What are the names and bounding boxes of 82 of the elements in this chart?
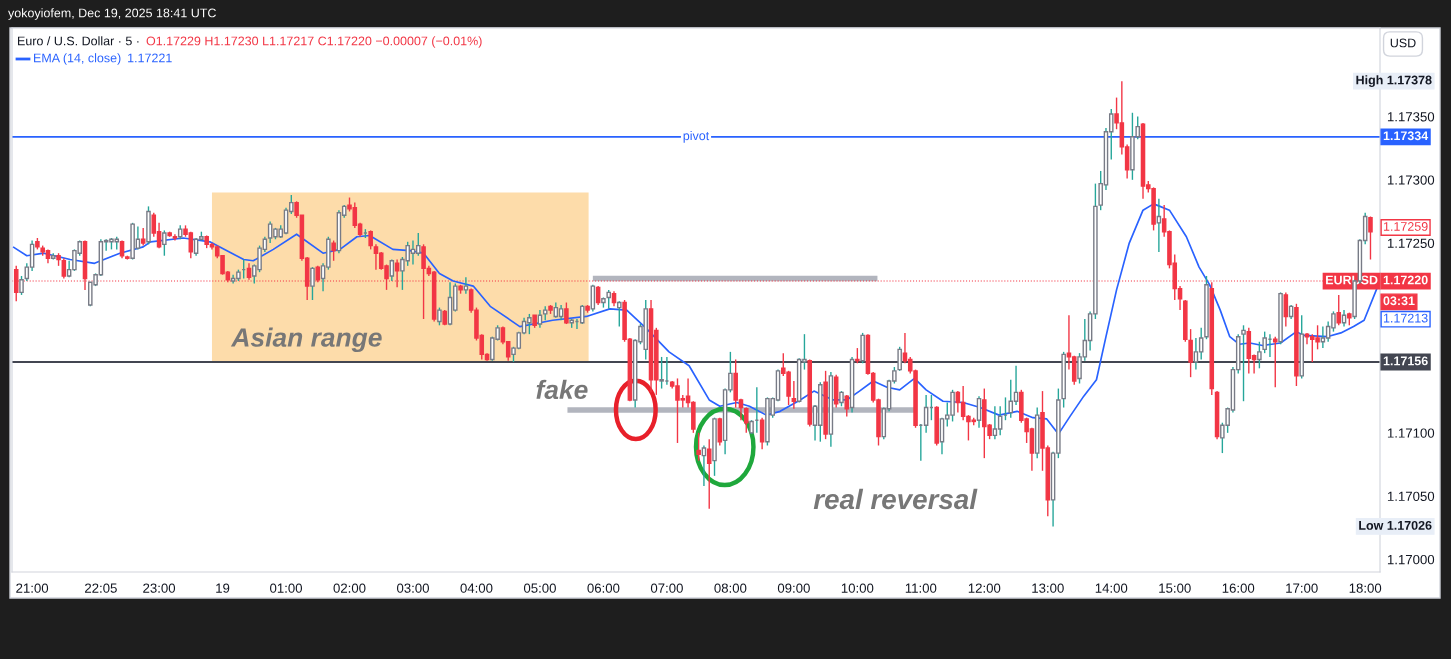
- x-tick-label: 08:00: [714, 583, 747, 593]
- x-tick-label: 13:00: [1032, 583, 1064, 593]
- x-tick-label: 16:00: [1222, 583, 1255, 593]
- candlestick: [992, 405, 998, 440]
- y-tick-label: 1.17300: [1387, 175, 1435, 185]
- x-tick-label: 04:00: [460, 583, 493, 593]
- annotation: fake: [536, 379, 588, 400]
- text: Euro / U.S. Dollar · 5 ·: [18, 36, 139, 46]
- candlestick: [19, 275, 24, 296]
- candlestick: [1193, 337, 1199, 371]
- x-tick-label: 07:00: [650, 583, 683, 593]
- text: yokoyiofem, Dec 19, 2025 18:41 UTC: [8, 8, 216, 20]
- y-tick-label: 1.17050: [1387, 491, 1435, 501]
- legend-label: EMA (14, close): [34, 53, 121, 65]
- candlestick: [701, 444, 707, 487]
- x-tick-label: 02:00: [333, 583, 366, 593]
- candlestick: [1188, 328, 1193, 378]
- candlestick: [617, 300, 622, 328]
- x-tick-label: 06:00: [587, 583, 620, 593]
- x-tick-label: 15:00: [1159, 583, 1191, 593]
- x-tick-label: 14:00: [1095, 583, 1128, 593]
- candlestick: [606, 289, 611, 310]
- x-tick-label: 05:00: [523, 583, 556, 593]
- candlestick: [331, 239, 336, 262]
- y-tick-label: 1.17250: [1387, 238, 1435, 248]
- y-tick-label: 1.17100: [1387, 428, 1435, 438]
- x-tick-label: 01:00: [270, 583, 303, 593]
- text: 1.17156: [1383, 356, 1428, 366]
- candlestick: [1257, 341, 1262, 370]
- candlestick: [696, 432, 701, 462]
- x-tick-label: 18:00: [1349, 583, 1382, 593]
- candlestick: [791, 380, 797, 410]
- x-tick-label: 19: [216, 583, 230, 593]
- candlestick: [1336, 294, 1342, 326]
- text: 1.17259: [1383, 222, 1428, 231]
- candlestick: [140, 227, 146, 247]
- candlestick: [310, 266, 315, 301]
- candlestick: [590, 284, 596, 313]
- x-tick-label: 10:00: [841, 583, 874, 593]
- x-tick-label: 21:00: [16, 583, 49, 593]
- candlestick: [1368, 215, 1373, 261]
- candlestick: [1241, 324, 1246, 402]
- candlestick: [659, 356, 664, 390]
- candlestick: [997, 405, 1003, 437]
- annotation: 1.17221: [128, 53, 172, 63]
- annotation: O1.17229 H1.17230 L1.17217 C1.17220 −0.00007 (−0.01%): [146, 36, 482, 48]
- x-tick-label: 09:00: [777, 583, 810, 593]
- text: USD: [1390, 38, 1416, 48]
- candlestick: [564, 301, 569, 325]
- annotation: Asian range: [230, 327, 382, 353]
- candlestick: [743, 406, 749, 434]
- x-tick-label: 23:00: [143, 583, 176, 593]
- candlestick: [706, 438, 712, 510]
- x-tick-label: 12:00: [968, 583, 1001, 593]
- candlestick: [162, 229, 167, 257]
- text: 1.17334: [1383, 131, 1429, 141]
- y-tick-label: 1.17350: [1387, 112, 1435, 122]
- candlestick: [415, 232, 421, 257]
- candlestick: [1156, 198, 1162, 253]
- candlestick: [61, 257, 67, 280]
- x-tick-label: 22:05: [85, 583, 117, 593]
- text: 1.17213: [1383, 313, 1428, 323]
- text: 1.17220: [1383, 275, 1428, 285]
- candlestick: [1198, 327, 1204, 361]
- candlestick: [13, 265, 19, 302]
- annotation: real reversal: [813, 488, 978, 510]
- ref-line-label: pivot: [683, 130, 710, 143]
- x-tick-label: 03:00: [396, 583, 429, 593]
- line-series: [12, 203, 1378, 435]
- annotation: Low 1.17026: [1359, 520, 1432, 530]
- candlestick: [1272, 335, 1278, 388]
- candlestick: [579, 304, 585, 325]
- x-tick-label: 11:00: [905, 583, 937, 593]
- candlestick: [463, 276, 469, 295]
- text: 03:31: [1383, 296, 1415, 306]
- candlestick: [1320, 325, 1326, 349]
- annotation: High 1.17378: [1356, 75, 1432, 87]
- candlestick: [1008, 379, 1014, 419]
- y-tick-label: 1.17000: [1387, 554, 1435, 565]
- candlestick: [897, 346, 902, 372]
- candlestick: [368, 229, 373, 251]
- x-tick-label: 17:00: [1286, 583, 1318, 593]
